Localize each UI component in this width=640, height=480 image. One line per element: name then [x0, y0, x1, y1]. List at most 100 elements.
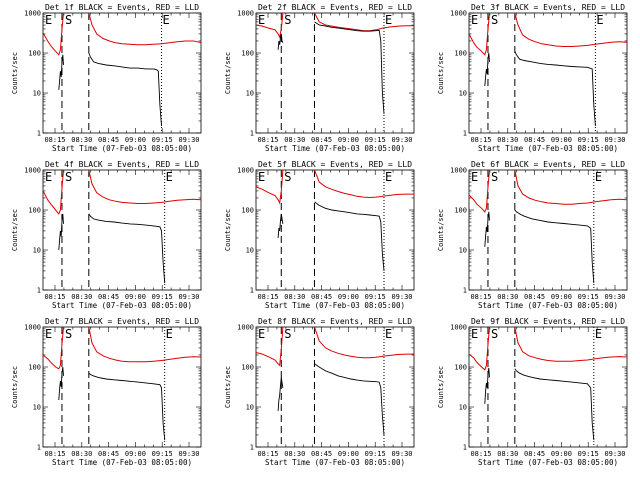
x-tick-label: 08:45 [524, 136, 545, 144]
y-tick-label: 1 [37, 287, 41, 295]
interval-marker-s: S [284, 170, 291, 184]
events-black-line [514, 209, 595, 284]
x-tick-label: 09:30 [604, 450, 625, 458]
y-tick-label: 100 [454, 364, 467, 372]
events-black-line [314, 201, 385, 271]
detector-panel-1: Det 1f BLACK = Events, RED = LLD 1 10 100 10… [11, 3, 202, 153]
plot-area [43, 13, 201, 133]
y-tick-label: 1 [250, 444, 254, 452]
interval-marker-e: E [385, 170, 392, 184]
plot-frame [468, 169, 628, 291]
y-tick-label: 1 [37, 444, 41, 452]
y-axis-label: Counts/sec [224, 52, 232, 94]
lld-red-line [256, 327, 284, 367]
x-tick-label: 09:15 [578, 136, 599, 144]
y-axis-label: Counts/sec [224, 209, 232, 251]
interval-marker-e: E [258, 170, 265, 184]
lld-red-line [256, 170, 284, 205]
y-tick-label: 10 [459, 404, 467, 412]
interval-marker-e: E [45, 13, 52, 27]
y-tick-label: 1 [463, 444, 467, 452]
x-tick-label: 08:15 [44, 136, 65, 144]
interval-marker-e: E [163, 13, 170, 27]
interval-marker-e: E [258, 327, 265, 341]
y-tick-label: 10 [246, 90, 254, 98]
x-tick-label: 08:45 [524, 293, 545, 301]
plot-frame [42, 169, 202, 291]
detector-panel-3: Det 3f BLACK = Events, RED = LLD 1 10 100 10… [437, 3, 628, 153]
x-tick-label: 09:15 [578, 293, 599, 301]
x-tick-label: 09:00 [338, 293, 359, 301]
x-tick-label: 09:15 [365, 136, 386, 144]
plot-area [256, 13, 414, 133]
x-tick-label: 09:00 [338, 136, 359, 144]
y-tick-label: 100 [454, 207, 467, 215]
x-tick-label: 09:30 [604, 136, 625, 144]
events-black-line [484, 367, 490, 404]
x-axis-label: Start Time (07-Feb-03 08:05:00) [265, 301, 405, 310]
detector-panel-9: Det 9f BLACK = Events, RED = LLD 1 10 100 10… [437, 317, 628, 467]
plot-frame [255, 326, 415, 448]
x-tick-label: 08:15 [44, 450, 65, 458]
plot-frame [255, 169, 415, 291]
y-tick-label: 10 [33, 247, 41, 255]
events-black-line [88, 372, 166, 441]
interval-marker-e: E [471, 327, 478, 341]
x-tick-label: 08:15 [470, 293, 491, 301]
interval-marker-e: E [595, 327, 602, 341]
interval-marker-e: E [45, 170, 52, 184]
y-tick-label: 10 [459, 90, 467, 98]
panel-title: Det 6f BLACK = Events, RED = LLD [471, 160, 625, 169]
x-tick-label: 08:30 [71, 293, 92, 301]
panel-title: Det 7f BLACK = Events, RED = LLD [45, 317, 199, 326]
x-tick-label: 09:00 [125, 450, 146, 458]
x-tick-label: 09:30 [391, 450, 412, 458]
x-tick-label: 08:30 [284, 293, 305, 301]
y-axis-label: Counts/sec [224, 366, 232, 408]
lld-red-line [256, 13, 284, 39]
interval-marker-s: S [65, 13, 72, 27]
y-axis-label: Counts/sec [437, 52, 445, 94]
interval-marker-s: S [65, 170, 72, 184]
detector-panel-6: Det 6f BLACK = Events, RED = LLD 1 10 100 10… [437, 160, 628, 310]
x-tick-label: 08:30 [497, 293, 518, 301]
interval-marker-s: S [491, 327, 498, 341]
lld-red-line [469, 327, 492, 371]
x-tick-label: 09:00 [125, 293, 146, 301]
events-black-line [88, 213, 166, 284]
x-tick-label: 08:30 [284, 450, 305, 458]
interval-marker-e: E [471, 170, 478, 184]
lld-red-line [314, 13, 414, 32]
x-tick-label: 09:15 [365, 293, 386, 301]
events-black-line [88, 52, 162, 127]
x-tick-label: 09:15 [152, 293, 173, 301]
x-tick-label: 09:30 [178, 293, 199, 301]
interval-marker-e: E [595, 170, 602, 184]
y-tick-label: 10 [459, 247, 467, 255]
events-black-line [58, 213, 64, 251]
x-tick-label: 08:15 [257, 450, 278, 458]
y-tick-label: 1000 [237, 167, 254, 175]
x-axis-label: Start Time (07-Feb-03 08:05:00) [52, 301, 192, 310]
events-black-line [514, 51, 596, 127]
x-tick-label: 08:45 [311, 450, 332, 458]
plot-area [469, 170, 627, 290]
lld-red-line [314, 327, 414, 359]
x-axis-label: Start Time (07-Feb-03 08:05:00) [265, 458, 405, 467]
interval-marker-e: E [596, 13, 603, 27]
x-tick-label: 09:30 [178, 136, 199, 144]
x-tick-label: 08:15 [257, 136, 278, 144]
plot-frame [255, 12, 415, 134]
y-tick-label: 1 [463, 287, 467, 295]
lld-red-line [43, 327, 66, 370]
interval-marker-e: E [385, 13, 392, 27]
detector-panel-2: Det 2f BLACK = Events, RED = LLD 1 10 100 10… [224, 3, 415, 153]
interval-marker-e: E [166, 170, 173, 184]
y-tick-label: 1000 [450, 167, 467, 175]
x-tick-label: 09:00 [551, 136, 572, 144]
detector-panel-8: Det 8f BLACK = Events, RED = LLD 1 10 100 10… [224, 317, 415, 467]
events-black-line [277, 33, 284, 50]
detector-panel-4: Det 4f BLACK = Events, RED = LLD 1 10 100 10… [11, 160, 202, 310]
interval-marker-s: S [284, 327, 291, 341]
y-tick-label: 1000 [237, 10, 254, 18]
